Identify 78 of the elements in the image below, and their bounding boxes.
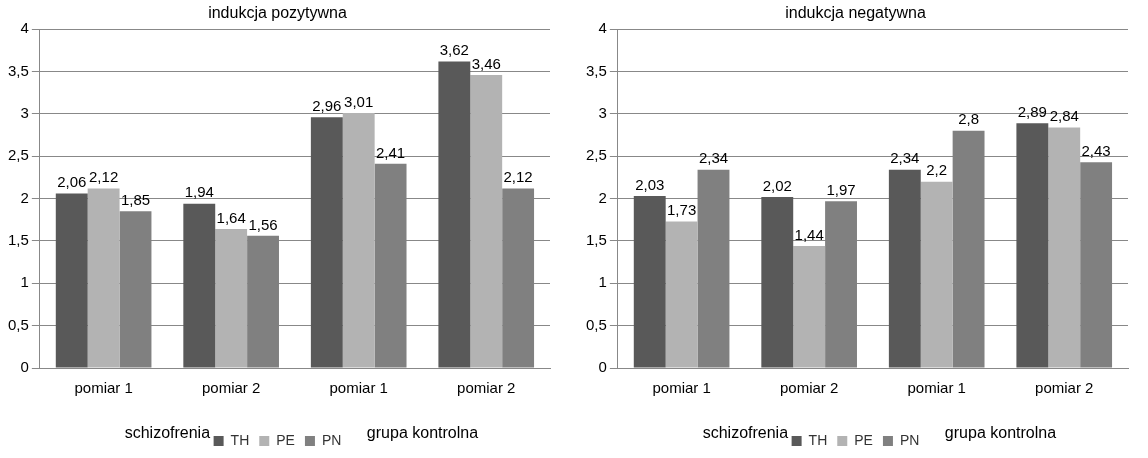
legend-label: PN xyxy=(899,431,920,448)
bar xyxy=(1016,123,1049,368)
bar xyxy=(342,113,375,368)
data-label: 2,41 xyxy=(375,143,406,161)
bar xyxy=(438,61,471,368)
text: grupa kontrolna xyxy=(366,424,479,442)
x-tick-label: pomiar 2 xyxy=(1035,379,1094,397)
bar xyxy=(183,203,216,368)
y-tick-label: 0 xyxy=(598,358,607,376)
data-label: 3,62 xyxy=(439,41,469,59)
bar xyxy=(665,221,698,368)
data-label: 2,34 xyxy=(698,149,729,167)
x-tick-label: pomiar 1 xyxy=(652,379,711,397)
bar xyxy=(1048,127,1081,368)
bar xyxy=(920,181,953,368)
data-label: 2,06 xyxy=(57,173,87,191)
text: schizofrenia xyxy=(124,424,211,442)
data-label: 2,84 xyxy=(1049,107,1079,125)
data-label: 1,56 xyxy=(248,215,278,233)
chart-title: indukcja negatywna xyxy=(785,4,926,22)
y-tick-label: 0,5 xyxy=(7,315,29,333)
bar xyxy=(55,193,88,368)
data-label: 1,97 xyxy=(826,180,856,198)
bar xyxy=(888,169,921,368)
y-tick-label: 1 xyxy=(598,273,607,291)
bar xyxy=(761,196,794,368)
x-tick-label: pomiar 2 xyxy=(457,379,516,397)
text: grupa kontrolna xyxy=(944,424,1057,442)
legend-label: PE xyxy=(854,431,873,448)
chart-title: indukcja pozytywna xyxy=(208,4,347,22)
bar xyxy=(310,117,343,368)
y-tick-label: 3,5 xyxy=(585,61,607,79)
data-label: 1,94 xyxy=(184,183,214,201)
data-label: 2,2 xyxy=(926,161,948,179)
data-label: 1,64 xyxy=(216,208,246,226)
y-tick-label: 2 xyxy=(20,188,29,206)
x-tick-label: pomiar 1 xyxy=(74,379,133,397)
legend-label: TH xyxy=(808,431,828,448)
data-label: 2,89 xyxy=(1017,102,1047,120)
x-tick-label: pomiar 2 xyxy=(201,379,261,397)
data-label: 2,12 xyxy=(503,168,533,186)
data-label: 2,03 xyxy=(635,175,665,193)
data-label: 2,96 xyxy=(312,96,342,114)
data-label: 2,43 xyxy=(1081,141,1111,159)
y-tick-label: 1,5 xyxy=(585,231,607,249)
data-label: 2,02 xyxy=(762,176,792,194)
y-tick-label: 3 xyxy=(20,104,29,122)
bar xyxy=(633,196,666,368)
legend-label: TH xyxy=(230,431,250,448)
bar xyxy=(470,74,503,368)
legend-label: PN xyxy=(321,431,342,448)
data-label: 1,44 xyxy=(794,225,824,243)
data-label: 3,01 xyxy=(344,92,374,110)
data-label: 2,34 xyxy=(890,149,920,167)
x-tick-label: pomiar 1 xyxy=(329,379,388,397)
x-tick-label: pomiar 1 xyxy=(907,379,966,397)
y-tick-label: 4 xyxy=(20,19,29,37)
y-tick-label: 2 xyxy=(598,188,607,206)
bar xyxy=(793,246,826,368)
data-label: 3,46 xyxy=(471,54,501,72)
bar xyxy=(215,229,248,368)
data-label: 1,73 xyxy=(667,201,697,219)
x-tick-label: pomiar 2 xyxy=(779,379,839,397)
data-label: 2,12 xyxy=(89,168,119,186)
data-label: 2,8 xyxy=(958,110,980,128)
bar xyxy=(87,188,120,368)
y-tick-label: 2,5 xyxy=(7,146,29,164)
y-tick-label: 4 xyxy=(598,19,607,37)
y-tick-label: 3,5 xyxy=(7,61,29,79)
y-tick-label: 0,5 xyxy=(585,315,607,333)
y-tick-label: 1 xyxy=(20,273,29,291)
y-tick-label: 0 xyxy=(20,358,29,376)
y-tick-label: 1,5 xyxy=(7,231,29,249)
y-tick-label: 3 xyxy=(598,104,607,122)
text: schizofrenia xyxy=(702,424,789,442)
legend-label: PE xyxy=(276,431,295,448)
data-label: 1,85 xyxy=(120,190,151,208)
y-tick-label: 2,5 xyxy=(585,146,607,164)
